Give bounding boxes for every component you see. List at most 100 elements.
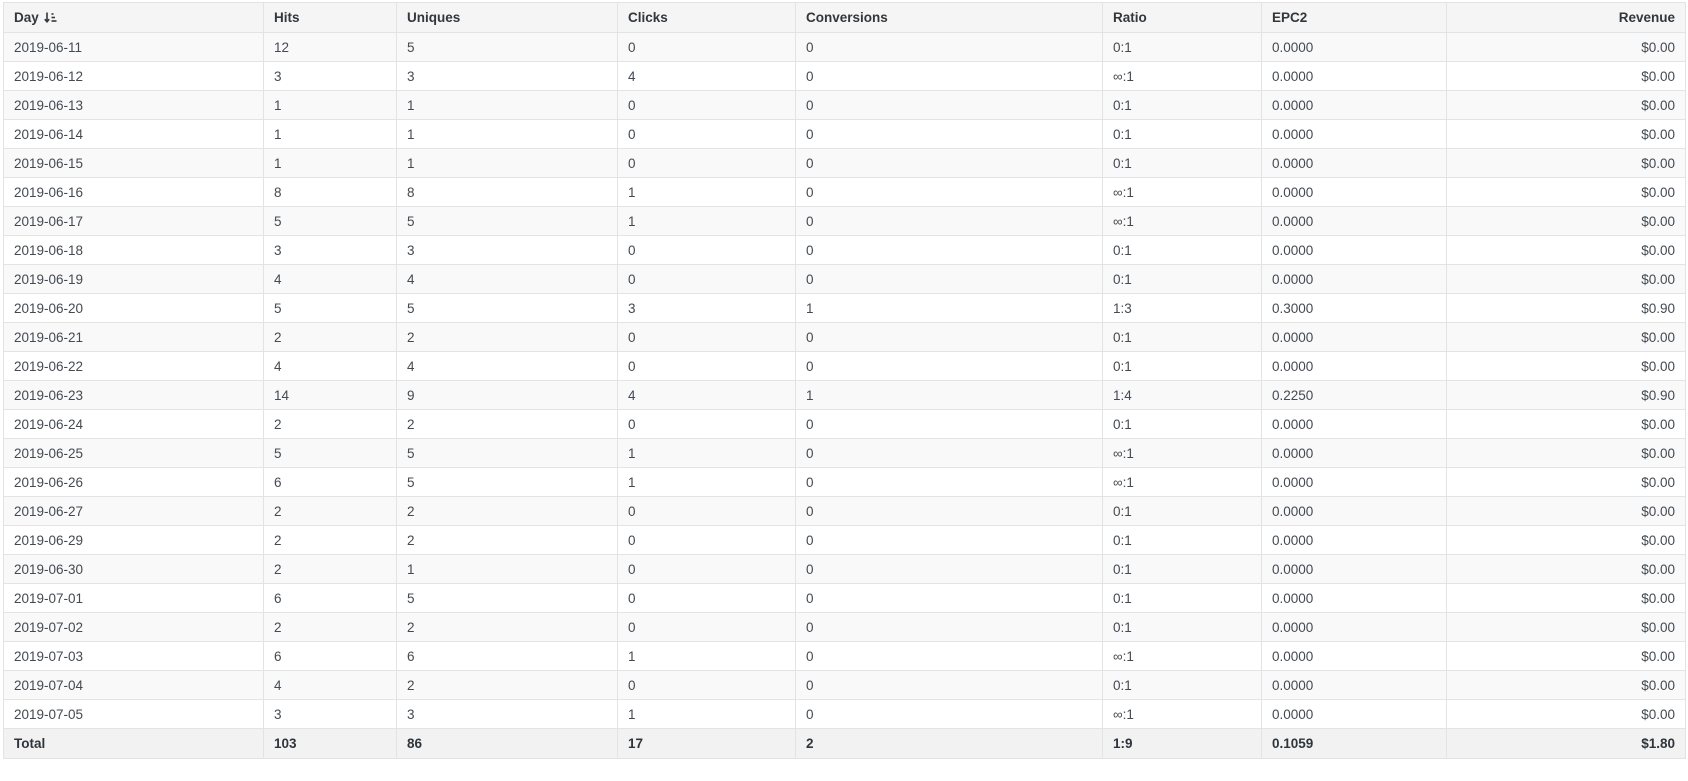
table-row-cell-hits: 2: [263, 525, 397, 555]
table-row-cell-clicks: 1: [617, 699, 796, 729]
table-row-cell-day: 2019-06-13: [3, 90, 264, 120]
table-row-cell-clicks: 0: [617, 409, 796, 439]
table-row-cell-day: 2019-07-02: [3, 612, 264, 642]
table-row-cell-epc2: 0.0000: [1261, 32, 1447, 62]
table-row-cell-conversions: 0: [795, 148, 1103, 178]
table-row-cell-revenue: $0.00: [1446, 612, 1686, 642]
table-row-cell-ratio: 0:1: [1102, 525, 1262, 555]
table-row-cell-day: 2019-06-27: [3, 496, 264, 526]
table-row: 2019-06-16 8 8 1 0 ∞:1 0.0000 $0.00: [3, 177, 1686, 207]
table-row-cell-ratio: 0:1: [1102, 148, 1262, 178]
table-row-cell-hits: 5: [263, 438, 397, 468]
table-row-cell-hits: 2: [263, 409, 397, 439]
table-row-cell-day: 2019-06-15: [3, 148, 264, 178]
table-row-cell-hits: 1: [263, 90, 397, 120]
total-row-cell-conversions: 2: [795, 728, 1103, 759]
table-row-cell-hits: 12: [263, 32, 397, 62]
table-row-cell-revenue: $0.00: [1446, 438, 1686, 468]
table-row-cell-day: 2019-06-25: [3, 438, 264, 468]
column-header-hits[interactable]: Hits: [263, 2, 397, 33]
table-row-cell-conversions: 0: [795, 554, 1103, 584]
column-header-conversions[interactable]: Conversions: [795, 2, 1103, 33]
table-row-cell-revenue: $0.00: [1446, 496, 1686, 526]
column-header-ratio[interactable]: Ratio: [1102, 2, 1262, 33]
table-row-cell-revenue: $0.00: [1446, 206, 1686, 236]
table-row-cell-epc2: 0.3000: [1261, 293, 1447, 323]
table-row-cell-clicks: 0: [617, 496, 796, 526]
table-row: 2019-06-25 5 5 1 0 ∞:1 0.0000 $0.00: [3, 438, 1686, 468]
table-row-cell-epc2: 0.0000: [1261, 351, 1447, 381]
table-row: 2019-07-04 4 2 0 0 0:1 0.0000 $0.00: [3, 670, 1686, 700]
table-row-cell-hits: 3: [263, 699, 397, 729]
table-row-cell-revenue: $0.00: [1446, 409, 1686, 439]
table-row-cell-clicks: 3: [617, 293, 796, 323]
table-row-cell-ratio: ∞:1: [1102, 641, 1262, 671]
table-row-cell-hits: 1: [263, 148, 397, 178]
table-row-cell-day: 2019-07-04: [3, 670, 264, 700]
column-header-epc2[interactable]: EPC2: [1261, 2, 1447, 33]
table-row-cell-hits: 5: [263, 293, 397, 323]
table-row-cell-uniques: 3: [396, 235, 618, 265]
table-row-cell-epc2: 0.0000: [1261, 90, 1447, 120]
table-row-cell-conversions: 0: [795, 409, 1103, 439]
table-row-cell-clicks: 0: [617, 351, 796, 381]
table-row: 2019-06-24 2 2 0 0 0:1 0.0000 $0.00: [3, 409, 1686, 439]
table-row-cell-uniques: 9: [396, 380, 618, 410]
table-row-cell-revenue: $0.00: [1446, 583, 1686, 613]
column-header-clicks[interactable]: Clicks: [617, 2, 796, 33]
table-row-cell-revenue: $0.90: [1446, 293, 1686, 323]
table-row-cell-epc2: 0.0000: [1261, 583, 1447, 613]
table-row-cell-ratio: ∞:1: [1102, 177, 1262, 207]
column-header-day[interactable]: Day: [3, 2, 264, 33]
table-row: 2019-06-29 2 2 0 0 0:1 0.0000 $0.00: [3, 525, 1686, 555]
table-row-cell-clicks: 1: [617, 641, 796, 671]
table-row-cell-clicks: 0: [617, 525, 796, 555]
table-row-cell-conversions: 0: [795, 699, 1103, 729]
table-row-cell-epc2: 0.0000: [1261, 525, 1447, 555]
table-row-cell-uniques: 1: [396, 148, 618, 178]
table-row-cell-ratio: 0:1: [1102, 496, 1262, 526]
table-row-cell-uniques: 2: [396, 612, 618, 642]
column-header-uniques[interactable]: Uniques: [396, 2, 618, 33]
table-row-cell-epc2: 0.0000: [1261, 177, 1447, 207]
table-row: 2019-06-21 2 2 0 0 0:1 0.0000 $0.00: [3, 322, 1686, 352]
table-row: 2019-07-01 6 5 0 0 0:1 0.0000 $0.00: [3, 583, 1686, 613]
table-row-cell-revenue: $0.00: [1446, 90, 1686, 120]
table-row-cell-uniques: 5: [396, 467, 618, 497]
table-row-cell-ratio: ∞:1: [1102, 438, 1262, 468]
table-row-cell-day: 2019-07-05: [3, 699, 264, 729]
table-row-cell-clicks: 0: [617, 670, 796, 700]
table-row-cell-ratio: 0:1: [1102, 264, 1262, 294]
table-row-cell-conversions: 0: [795, 351, 1103, 381]
table-row-cell-conversions: 0: [795, 641, 1103, 671]
table-row-cell-hits: 6: [263, 583, 397, 613]
total-row-cell-ratio: 1:9: [1102, 728, 1262, 759]
table-row-cell-epc2: 0.0000: [1261, 496, 1447, 526]
table-row-cell-ratio: 0:1: [1102, 409, 1262, 439]
table-row-cell-clicks: 4: [617, 380, 796, 410]
table-row-cell-ratio: ∞:1: [1102, 206, 1262, 236]
table-row-cell-day: 2019-06-26: [3, 467, 264, 497]
table-row-cell-revenue: $0.00: [1446, 148, 1686, 178]
table-row-cell-hits: 2: [263, 322, 397, 352]
table-row-cell-ratio: 1:4: [1102, 380, 1262, 410]
table-row-cell-clicks: 1: [617, 467, 796, 497]
table-row-cell-revenue: $0.00: [1446, 264, 1686, 294]
table-row-cell-hits: 4: [263, 670, 397, 700]
table-row: 2019-06-27 2 2 0 0 0:1 0.0000 $0.00: [3, 496, 1686, 526]
table-row-cell-ratio: ∞:1: [1102, 61, 1262, 91]
table-row-cell-conversions: 0: [795, 525, 1103, 555]
table-row-cell-uniques: 2: [396, 670, 618, 700]
total-row-cell-clicks: 17: [617, 728, 796, 759]
column-header-revenue[interactable]: Revenue: [1446, 2, 1686, 33]
table-row-cell-revenue: $0.00: [1446, 119, 1686, 149]
table-row-cell-uniques: 5: [396, 438, 618, 468]
table-row-cell-conversions: 0: [795, 496, 1103, 526]
table-row-cell-conversions: 0: [795, 438, 1103, 468]
table-row: 2019-06-26 6 5 1 0 ∞:1 0.0000 $0.00: [3, 467, 1686, 497]
table-row-cell-epc2: 0.0000: [1261, 699, 1447, 729]
day-stats-table: Day: [3, 2, 1686, 759]
table-row-cell-day: 2019-06-23: [3, 380, 264, 410]
table-row-cell-clicks: 0: [617, 583, 796, 613]
table-row-cell-uniques: 6: [396, 641, 618, 671]
